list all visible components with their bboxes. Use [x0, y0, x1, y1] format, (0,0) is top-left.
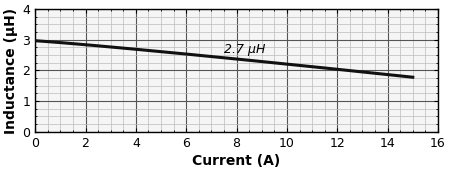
Text: 2.7 μH: 2.7 μH: [224, 43, 266, 56]
X-axis label: Current (A): Current (A): [193, 154, 281, 168]
Y-axis label: Inductance (μH): Inductance (μH): [4, 7, 18, 133]
